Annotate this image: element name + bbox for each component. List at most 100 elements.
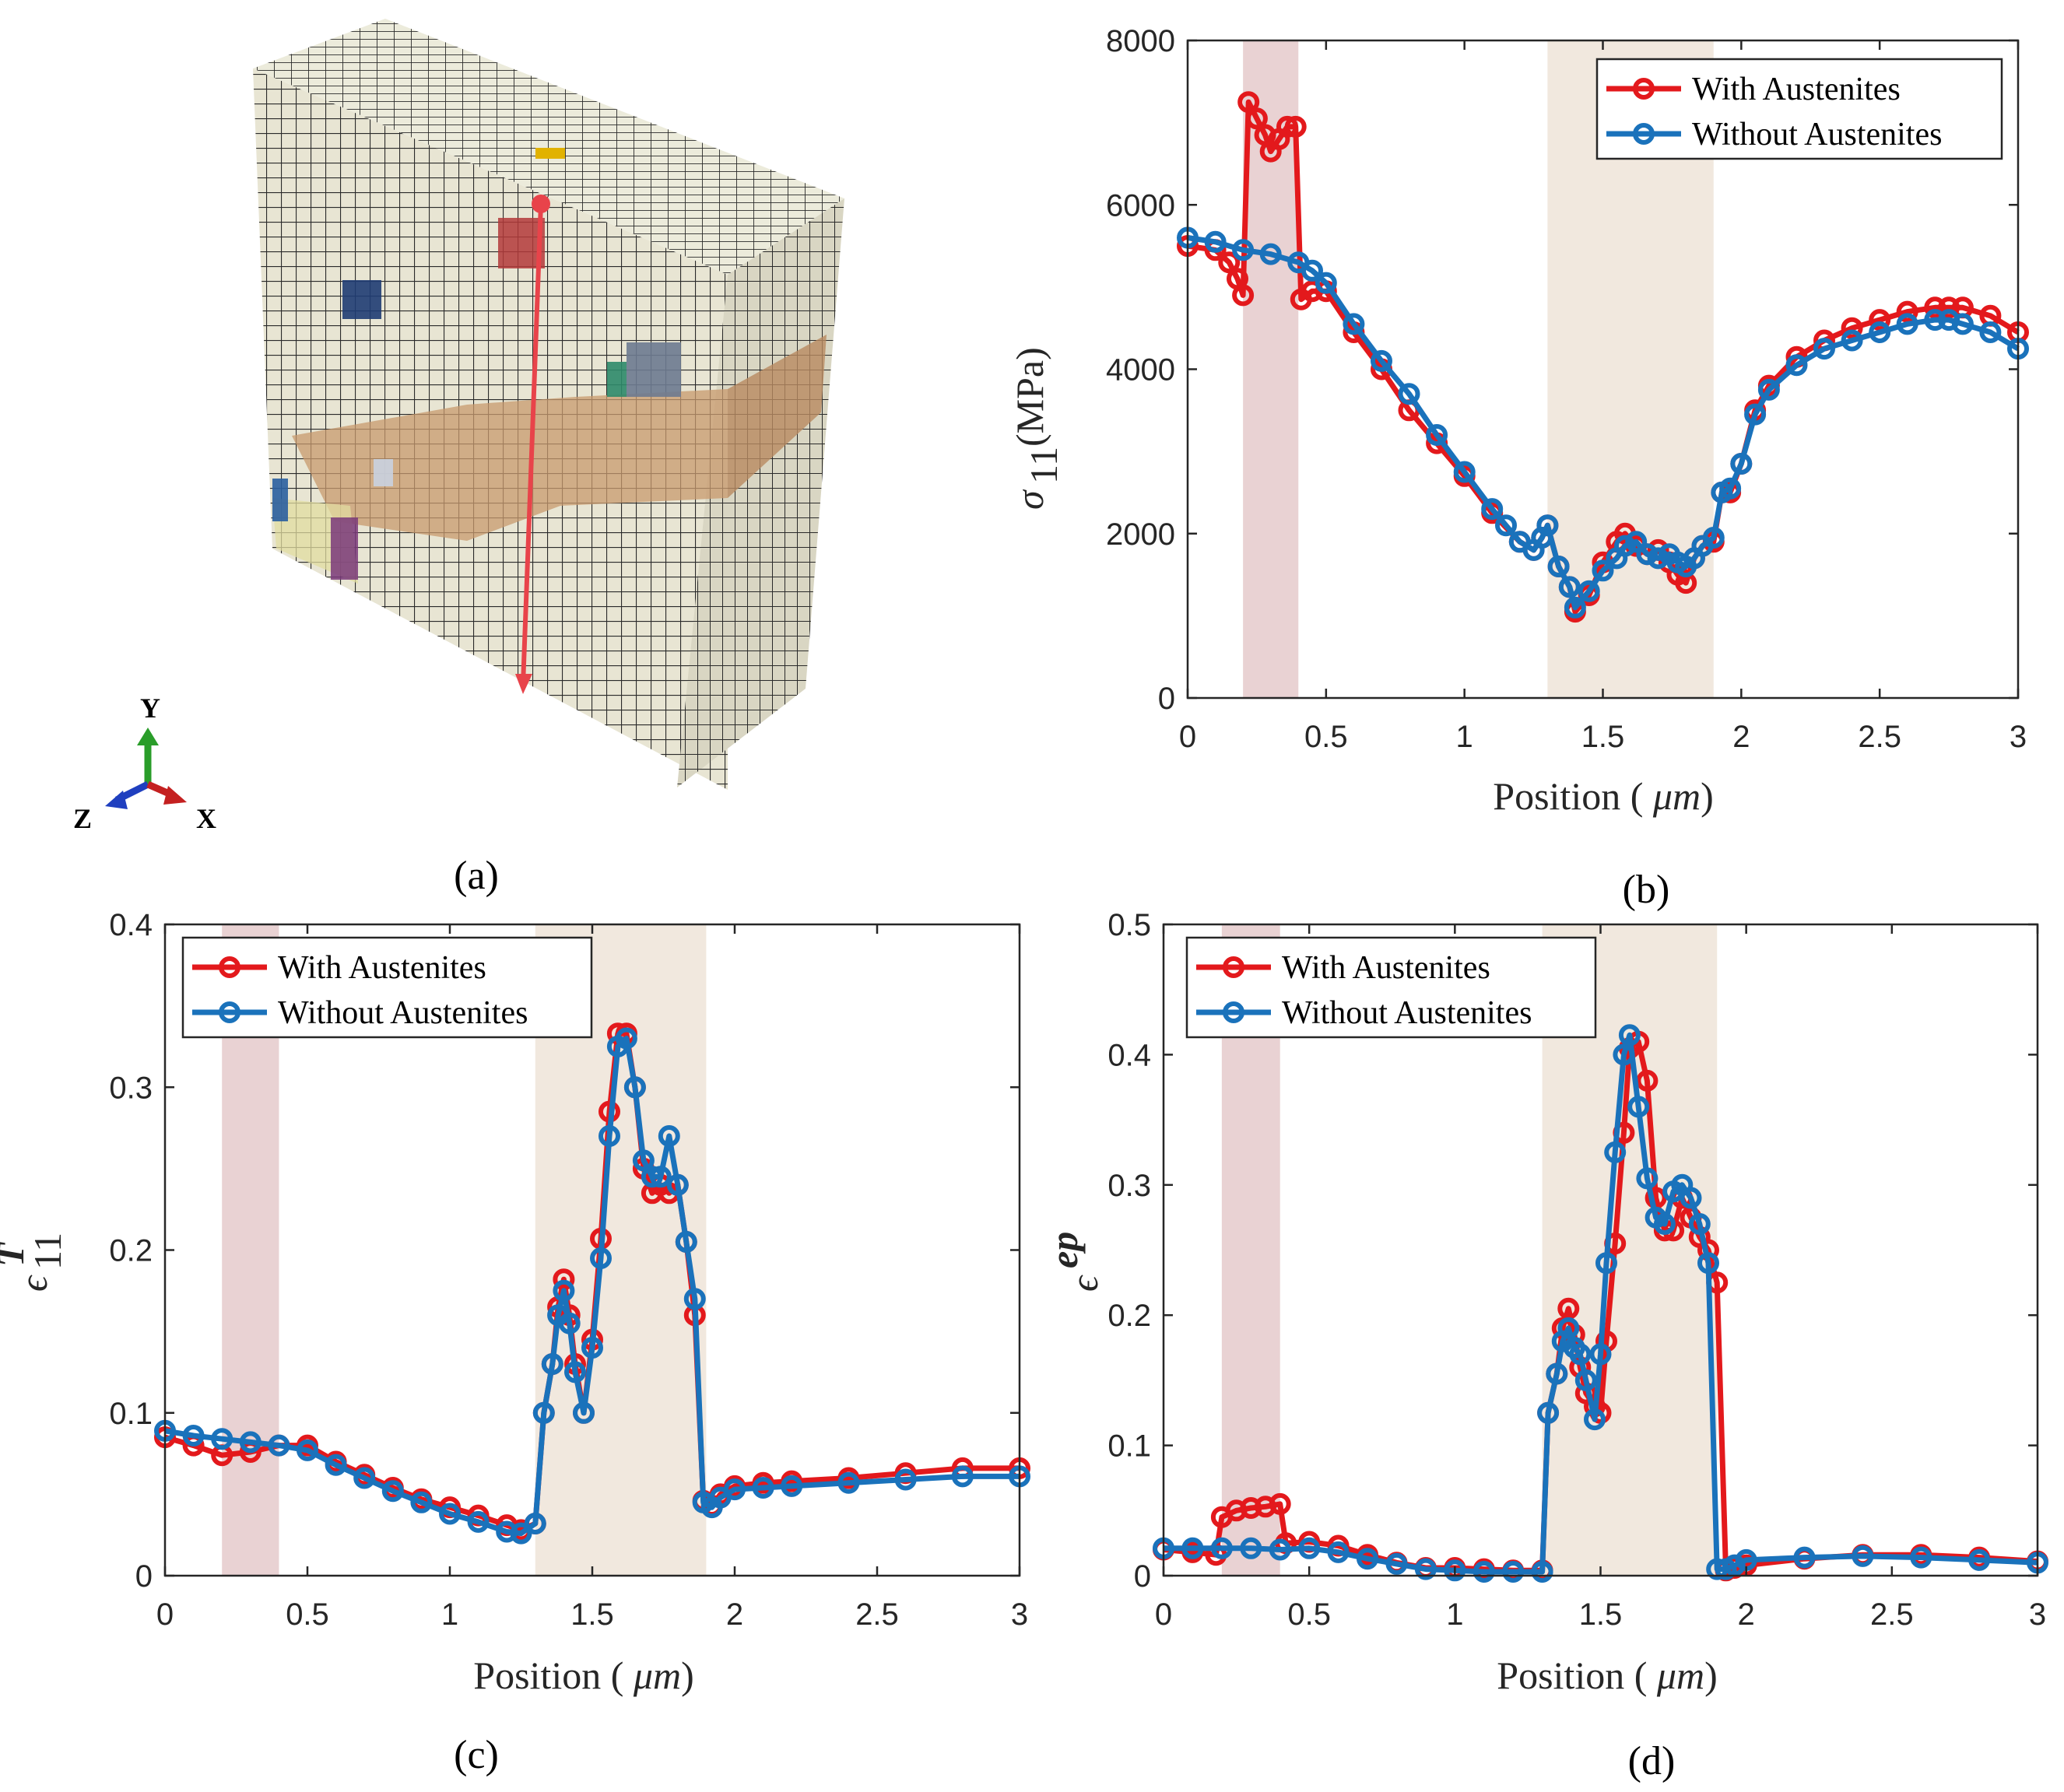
data-point [1636, 1167, 1659, 1190]
data-point [410, 1491, 433, 1513]
mesh-block-illustration [253, 19, 844, 790]
data-point [1680, 1187, 1702, 1209]
data-point [1979, 321, 2002, 343]
data-point [632, 1149, 655, 1172]
x-tick-label: 2 [1738, 1597, 1755, 1632]
data-point [1869, 321, 1891, 343]
legend-swatch-marker [219, 956, 240, 978]
data-point [1618, 1024, 1641, 1047]
y-tick-label: 0 [135, 1559, 153, 1594]
data-point [781, 1475, 803, 1497]
x-tick-label: 1.5 [1581, 720, 1625, 754]
x-tick-label: 2.5 [1870, 1597, 1914, 1632]
triad-x-arrowhead [163, 786, 187, 805]
x-tick-label: 2.5 [855, 1597, 899, 1632]
data-point [297, 1439, 318, 1461]
y-axis-label: ϵ 11T [0, 1233, 69, 1292]
data-point [1298, 1537, 1321, 1559]
data-point [1558, 576, 1581, 598]
data-point [439, 1503, 461, 1525]
mesh-grain-blue [272, 479, 288, 521]
data-point [1595, 1252, 1617, 1275]
data-point [1502, 1561, 1525, 1583]
data-point [182, 1425, 205, 1447]
data-point [1569, 1343, 1592, 1366]
data-point [1924, 296, 1946, 319]
data-point [1697, 1252, 1719, 1275]
x-tick-label: 1 [1456, 720, 1473, 754]
data-point [581, 1337, 603, 1359]
data-point [467, 1510, 490, 1533]
data-point [1896, 300, 1918, 323]
x-tick-label: 0.5 [1287, 1597, 1331, 1632]
data-point [590, 1247, 612, 1269]
data-point [1613, 1043, 1635, 1066]
data-point [1744, 403, 1767, 426]
data-point [1604, 1141, 1627, 1163]
legend-entry: Without Austenites [278, 995, 528, 1031]
data-point [1531, 1561, 1553, 1583]
legend-swatch-marker [1223, 956, 1244, 978]
data-point [1343, 313, 1365, 335]
data-point [558, 1312, 581, 1334]
data-point [1218, 251, 1241, 274]
data-point [683, 1288, 706, 1310]
data-point [752, 1477, 774, 1499]
svg-text:T: T [0, 1241, 32, 1267]
data-point [1284, 115, 1307, 138]
data-point [1240, 1497, 1262, 1519]
data-point [573, 1401, 595, 1424]
data-point [1245, 107, 1268, 130]
y-tick-label: 0.3 [1107, 1169, 1151, 1203]
chart-epsilon11T: 0 0.5 1 1.5 2 2.5 3 0 0.1 0.2 0.3 0.4 Position ( μm)… [0, 908, 1030, 1697]
svg-text:σ: σ [1008, 489, 1051, 510]
data-point [1301, 259, 1323, 282]
y-tick-label: 0.5 [1107, 908, 1151, 942]
data-point [532, 1401, 555, 1424]
data-point [951, 1465, 974, 1488]
legend: With Austenites Without Austenites [1595, 58, 2003, 160]
data-point [510, 1522, 532, 1545]
data-point [381, 1480, 404, 1503]
data-point [1327, 1541, 1350, 1563]
data-point [1584, 1408, 1606, 1431]
data-point [496, 1520, 518, 1543]
legend-box [181, 936, 593, 1039]
legend-box [1595, 58, 2003, 160]
data-point [1636, 1069, 1659, 1092]
data-point [1785, 354, 1808, 377]
mesh-grain-purple [331, 517, 358, 580]
mesh-grain-light [374, 459, 393, 486]
x-axis-label: Position ( μm) [1497, 1653, 1717, 1697]
mesh-top-face [253, 19, 844, 275]
svg-text:ep: ep [1042, 1232, 1086, 1268]
data-point [211, 1428, 233, 1450]
x-tick-label: 1 [1446, 1597, 1463, 1632]
data-point [1578, 580, 1600, 602]
data-point [1371, 349, 1392, 372]
legend-swatch-marker [1633, 123, 1655, 145]
data-point [1589, 1343, 1612, 1366]
data-point [1793, 1546, 1816, 1569]
caption-d: (d) [1628, 1739, 1676, 1783]
data-point [649, 1166, 672, 1188]
data-point [1210, 1537, 1233, 1559]
data-point [666, 1173, 689, 1196]
data-point [1938, 296, 1960, 319]
legend-swatch-marker [1633, 78, 1655, 100]
y-tick-label: 0.1 [109, 1397, 153, 1431]
y-tick-label: 0.4 [109, 908, 153, 942]
legend-entry: Without Austenites [1282, 995, 1532, 1031]
y-axis-label: σ 11(MPa) [1008, 347, 1065, 510]
data-point [1315, 272, 1337, 294]
data-point [1702, 527, 1725, 549]
data-point [1625, 531, 1648, 553]
data-point [553, 1268, 575, 1291]
y-tick-label: 4000 [1106, 353, 1175, 388]
x-tick-label: 3 [1011, 1597, 1028, 1632]
data-point [1723, 1554, 1746, 1576]
data-point [1852, 1545, 1874, 1567]
data-point [1473, 1561, 1495, 1583]
data-point [1592, 559, 1614, 582]
